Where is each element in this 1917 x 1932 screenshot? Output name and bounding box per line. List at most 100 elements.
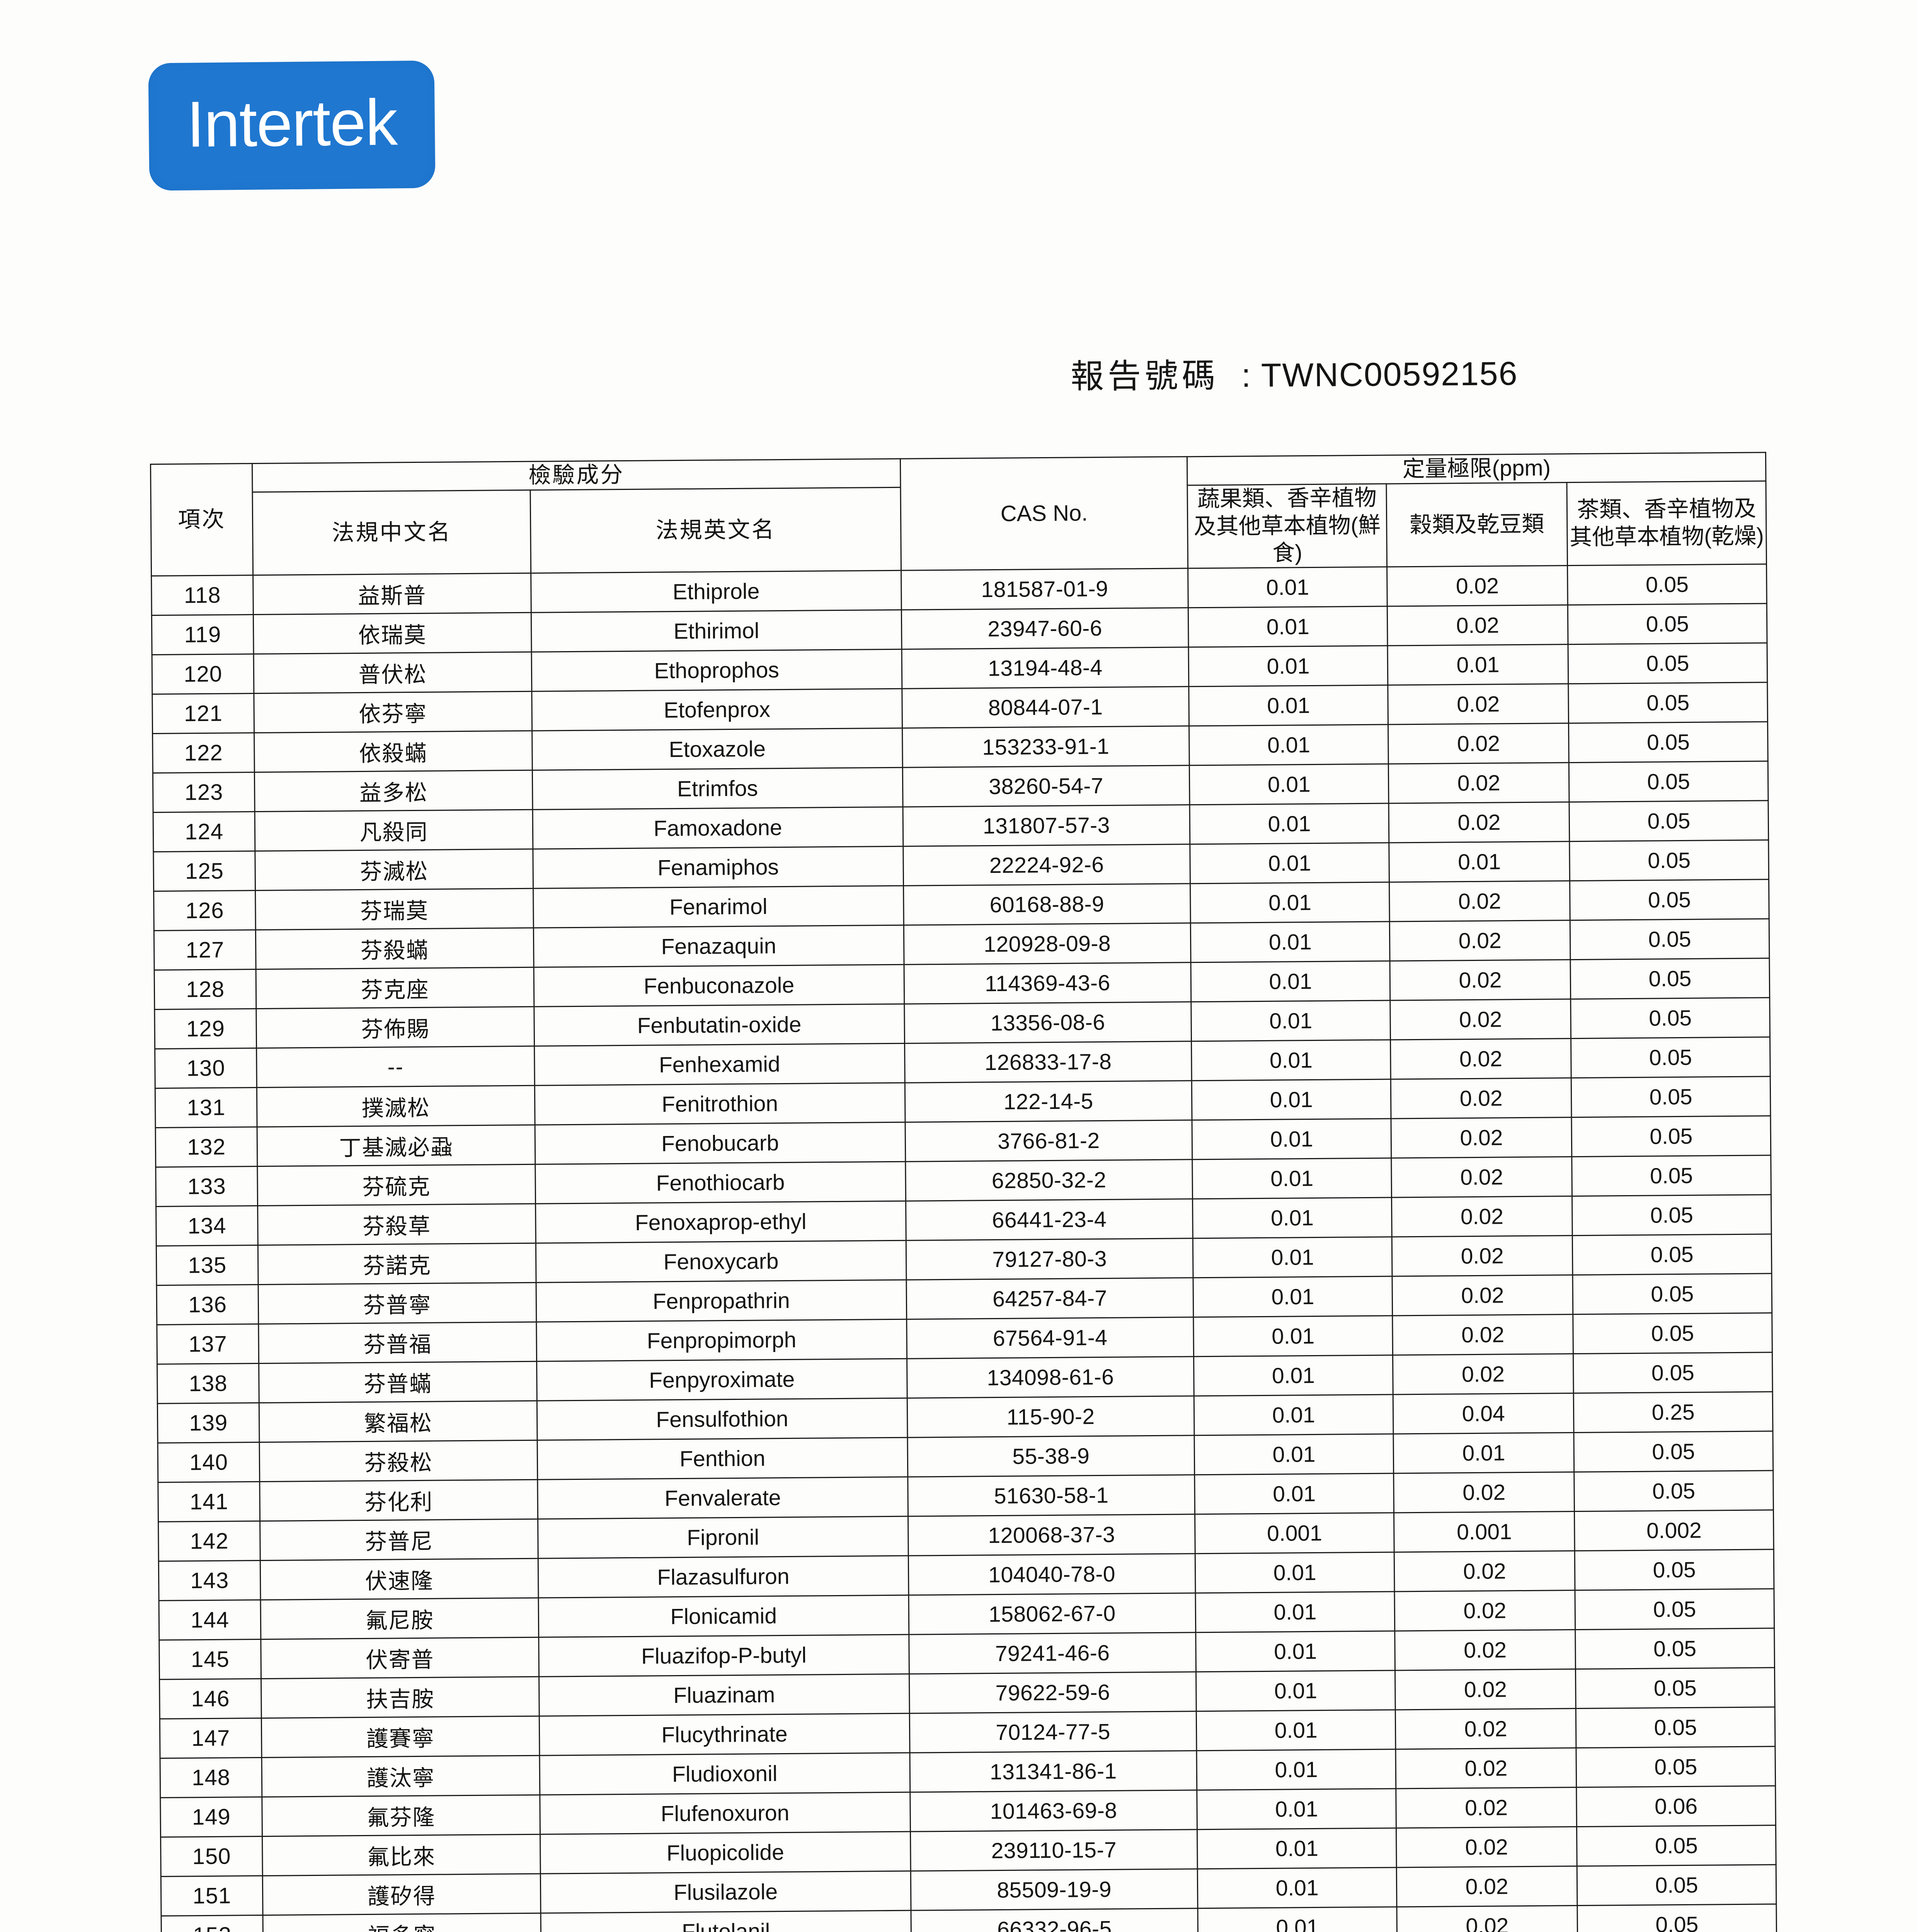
cell-loq-grain: 0.02 — [1391, 1078, 1572, 1119]
cell-name-en: Ethirimol — [531, 610, 902, 652]
cell-loq-dry: 0.06 — [1576, 1786, 1776, 1827]
cell-loq-fresh: 0.01 — [1194, 1394, 1394, 1435]
cell-item-no: 142 — [158, 1521, 260, 1561]
cell-cas: 153233-91-1 — [902, 726, 1190, 768]
cell-loq-fresh: 0.01 — [1192, 1158, 1392, 1199]
cell-loq-dry: 0.05 — [1570, 879, 1769, 920]
cell-loq-dry: 0.05 — [1571, 1155, 1771, 1196]
cell-loq-dry: 0.05 — [1572, 1234, 1772, 1275]
cell-name-zh: 芬普尼 — [260, 1519, 538, 1561]
cell-name-en: Fenitrothion — [535, 1083, 905, 1125]
cell-name-zh: 護賽寧 — [261, 1716, 540, 1758]
cell-item-no: 144 — [159, 1600, 261, 1640]
cell-cas: 51630-58-1 — [907, 1475, 1195, 1517]
cell-item-no: 146 — [159, 1679, 262, 1719]
cell-loq-grain: 0.02 — [1393, 1354, 1574, 1395]
cell-cas: 38260-54-7 — [902, 765, 1190, 807]
cell-loq-grain: 0.02 — [1392, 1314, 1573, 1355]
cell-name-zh: 伏寄普 — [261, 1637, 539, 1679]
cell-loq-fresh: 0.01 — [1197, 1749, 1396, 1790]
cell-loq-fresh: 0.01 — [1193, 1355, 1393, 1396]
cell-loq-grain: 0.02 — [1395, 1669, 1576, 1710]
cell-loq-fresh: 0.01 — [1195, 1591, 1395, 1633]
cell-item-no: 128 — [154, 969, 257, 1010]
cell-item-no: 149 — [160, 1797, 262, 1837]
cell-name-zh: 芬滅松 — [255, 849, 533, 891]
cell-loq-grain: 0.02 — [1391, 1196, 1573, 1237]
header-loq-fresh: 蔬果類、香辛植物及其他草本植物(鮮食) — [1187, 483, 1387, 568]
header-cas: CAS No. — [900, 456, 1188, 571]
cell-name-zh: 芬普寧 — [258, 1282, 536, 1324]
cell-name-en: Famoxadone — [532, 807, 903, 849]
cell-name-en: Flufenoxuron — [540, 1792, 911, 1835]
header-loq-dry: 茶類、香辛植物及其他草本植物(乾燥) — [1567, 481, 1767, 566]
cell-name-zh: 丁基滅必蝨 — [257, 1125, 535, 1167]
cell-name-zh: 芬克座 — [256, 967, 534, 1009]
cell-name-en: Fenhexamid — [534, 1043, 905, 1086]
cell-item-no: 139 — [157, 1403, 260, 1443]
cell-loq-grain: 0.02 — [1390, 1038, 1571, 1080]
cell-loq-fresh: 0.01 — [1188, 646, 1388, 687]
cell-loq-fresh: 0.01 — [1189, 724, 1389, 765]
cell-name-zh: 芬佈賜 — [256, 1007, 535, 1048]
cell-name-zh: 芬殺蟎 — [255, 928, 534, 969]
cell-item-no: 132 — [155, 1127, 258, 1167]
cell-cas: 115-90-2 — [907, 1396, 1195, 1438]
cell-name-en: Etoxazole — [532, 728, 903, 770]
cell-name-zh: 氟比來 — [262, 1834, 541, 1876]
cell-loq-grain: 0.02 — [1396, 1748, 1577, 1789]
header-loq-grain: 穀類及乾豆類 — [1386, 482, 1568, 567]
cell-loq-dry: 0.05 — [1571, 1037, 1771, 1078]
cell-name-en: Flusilazole — [540, 1871, 911, 1913]
cell-loq-dry: 0.05 — [1568, 643, 1767, 684]
cell-name-en: Fipronil — [538, 1516, 909, 1559]
cell-loq-dry: 0.05 — [1568, 603, 1767, 645]
cell-loq-fresh: 0.01 — [1195, 1552, 1395, 1593]
cell-name-en: Fenoxycarb — [536, 1240, 906, 1283]
cell-loq-fresh: 0.01 — [1194, 1473, 1394, 1514]
cell-loq-grain: 0.02 — [1393, 1472, 1575, 1513]
cell-cas: 60168-88-9 — [903, 883, 1191, 925]
cell-loq-grain: 0.02 — [1388, 723, 1569, 764]
cell-name-en: Fenothiocarb — [535, 1162, 906, 1204]
cell-item-no: 120 — [152, 654, 254, 694]
cell-item-no: 126 — [153, 890, 256, 931]
cell-loq-dry: 0.05 — [1570, 997, 1770, 1039]
cell-item-no: 122 — [152, 733, 255, 773]
cell-loq-dry: 0.05 — [1569, 761, 1769, 802]
cell-loq-grain: 0.02 — [1395, 1708, 1577, 1749]
cell-loq-dry: 0.05 — [1570, 918, 1769, 960]
cell-loq-grain: 0.02 — [1389, 802, 1570, 843]
cell-loq-grain: 0.02 — [1394, 1629, 1576, 1670]
cell-loq-fresh: 0.01 — [1194, 1434, 1394, 1475]
cell-loq-fresh: 0.01 — [1193, 1315, 1393, 1357]
cell-item-no: 136 — [157, 1284, 259, 1325]
cell-loq-dry: 0.002 — [1574, 1510, 1774, 1551]
cell-name-zh: 依殺蟎 — [254, 731, 533, 772]
cell-loq-fresh: 0.01 — [1197, 1828, 1397, 1869]
cell-name-en: Fenbuconazole — [533, 964, 904, 1007]
cell-cas: 13356-08-6 — [904, 1002, 1192, 1044]
cell-loq-dry: 0.05 — [1573, 1313, 1772, 1354]
logo-wordmark: Intertek — [186, 85, 397, 161]
cell-name-zh: 凡殺同 — [255, 810, 533, 851]
cell-loq-dry: 0.05 — [1571, 1116, 1771, 1157]
cell-cas: 55-38-9 — [907, 1435, 1195, 1477]
cell-loq-fresh: 0.01 — [1190, 803, 1389, 844]
cell-loq-grain: 0.02 — [1396, 1787, 1577, 1828]
cell-loq-grain: 0.04 — [1393, 1393, 1574, 1434]
cell-item-no: 141 — [158, 1481, 260, 1522]
cell-loq-dry: 0.25 — [1573, 1391, 1773, 1433]
cell-name-en: Flucythrinate — [539, 1713, 910, 1756]
cell-name-zh: 福多寧 — [263, 1913, 541, 1932]
report-number-colon: : — [1241, 357, 1251, 394]
cell-name-en: Fenazaquin — [533, 925, 904, 968]
cell-loq-fresh: 0.01 — [1197, 1867, 1397, 1908]
cell-cas: 104040-78-0 — [908, 1553, 1196, 1595]
cell-name-zh: 芬硫克 — [257, 1164, 536, 1206]
cell-loq-grain: 0.02 — [1397, 1905, 1578, 1932]
table-head: 項次 檢驗成分 CAS No. 定量極限(ppm) 法規中文名 法規英文名 蔬果… — [150, 452, 1767, 576]
cell-loq-fresh: 0.01 — [1192, 1197, 1392, 1238]
cell-loq-dry: 0.05 — [1577, 1904, 1777, 1932]
cell-loq-grain: 0.02 — [1388, 684, 1569, 725]
